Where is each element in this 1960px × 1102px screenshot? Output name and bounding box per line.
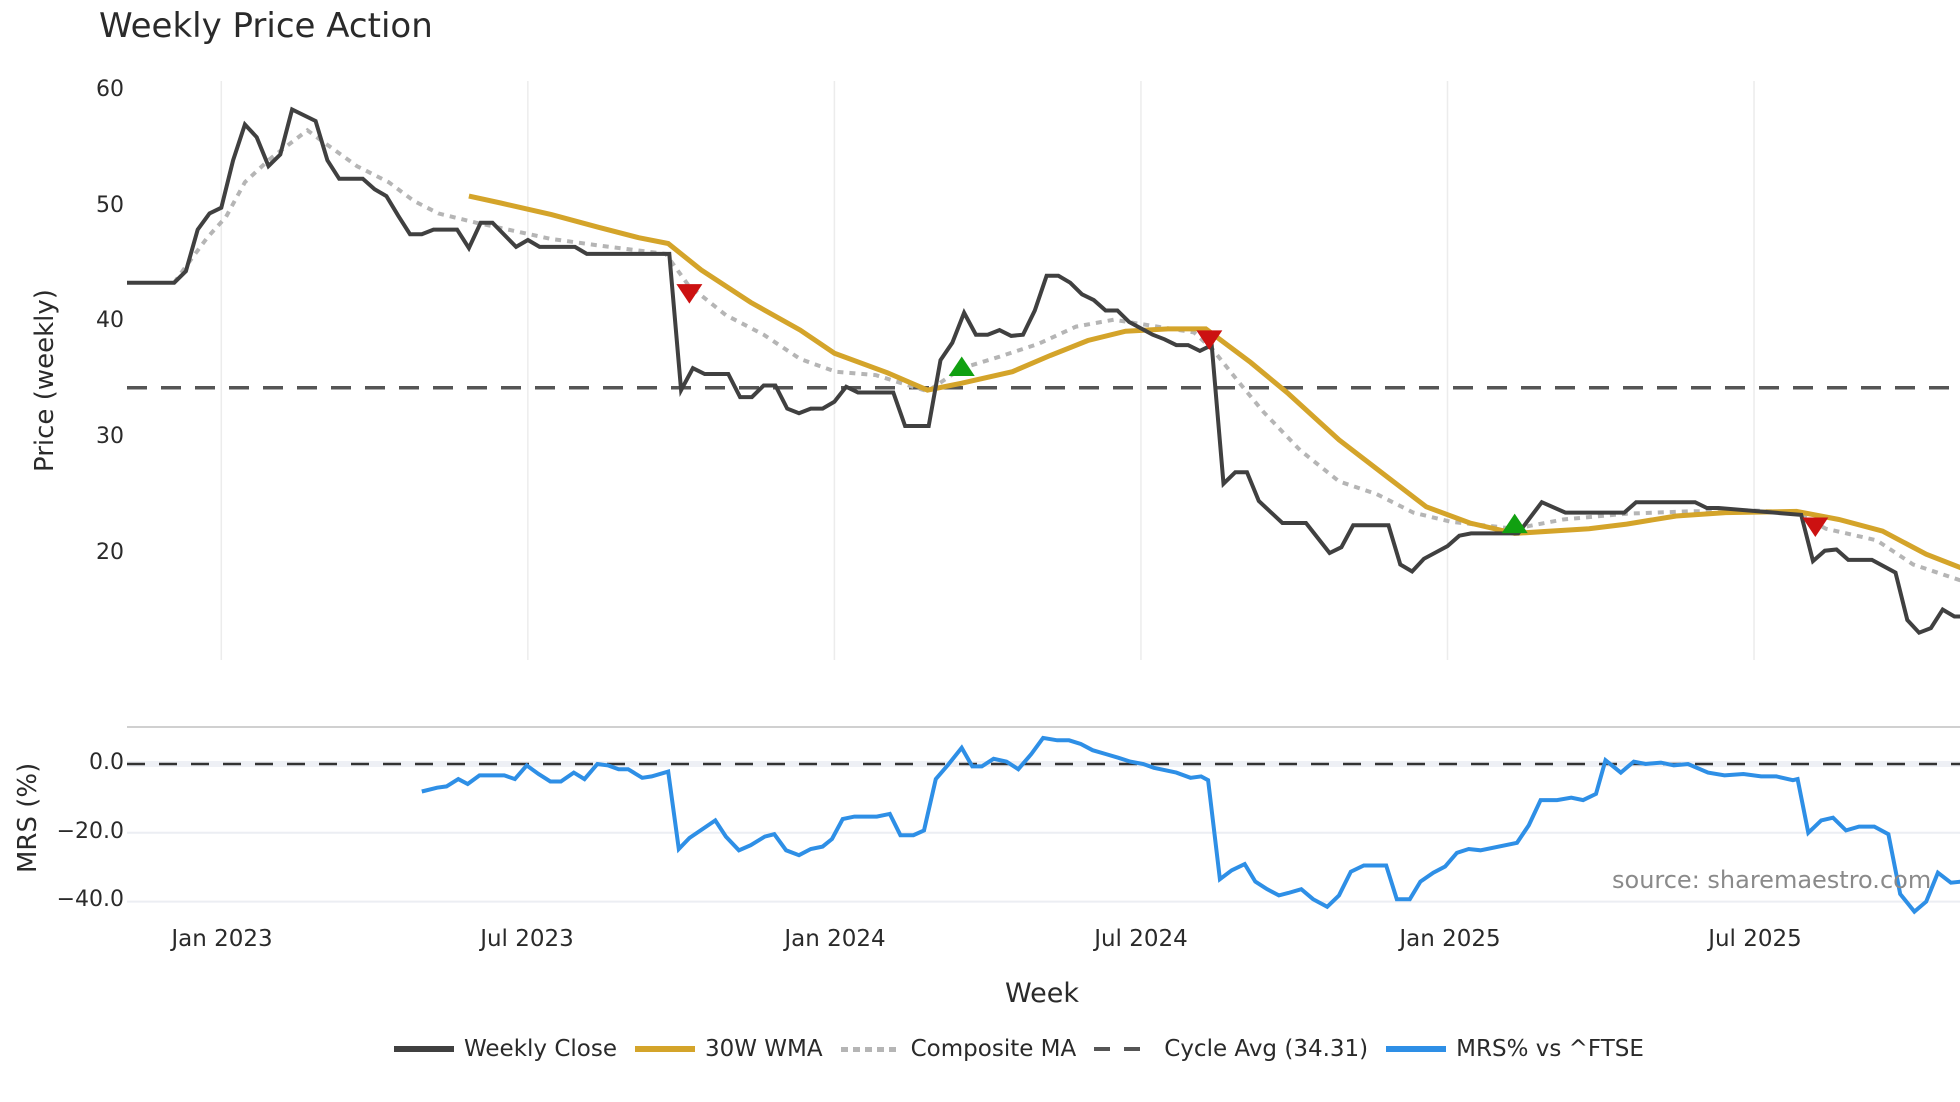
wma-swatch-icon <box>634 1046 695 1052</box>
price-ytick-40: 40 <box>96 308 124 333</box>
legend: Weekly Close 30W WMA Composite MA Cycle … <box>394 1036 1662 1062</box>
composite-ma-swatch-icon <box>840 1046 901 1052</box>
xtick-jan-2024: Jan 2024 <box>784 926 886 952</box>
mrs-swatch-icon <box>1386 1046 1447 1052</box>
30w-wma-line <box>468 193 1960 571</box>
price-ytick-60: 60 <box>96 77 124 102</box>
price-ytick-50: 50 <box>96 193 124 218</box>
legend-label: 30W WMA <box>704 1036 823 1062</box>
price-axis-label: Price (weekly) <box>30 289 60 472</box>
cycle-avg-swatch-icon <box>1094 1047 1155 1051</box>
mrs-ytick-neg20: −20.0 <box>56 819 124 844</box>
legend-item-cycle-avg[interactable]: Cycle Avg (34.31) <box>1094 1036 1368 1062</box>
legend-item-30w-wma[interactable]: 30W WMA <box>634 1036 823 1062</box>
xtick-jul-2025: Jul 2025 <box>1708 926 1802 952</box>
mrs-line <box>421 735 1960 915</box>
weekly-close-line <box>127 106 1960 636</box>
xtick-jan-2025: Jan 2025 <box>1399 926 1501 952</box>
legend-label: Cycle Avg (34.31) <box>1164 1036 1369 1062</box>
sell-signal-marker-icon <box>676 284 703 304</box>
source-annotation: source: sharemaestro.com <box>1612 866 1932 894</box>
legend-item-weekly-close[interactable]: Weekly Close <box>394 1036 617 1062</box>
x-axis-label: Week <box>1005 978 1079 1009</box>
legend-item-mrs[interactable]: MRS% vs ^FTSE <box>1386 1036 1644 1062</box>
weekly-close-swatch-icon <box>394 1046 454 1052</box>
legend-item-composite-ma[interactable]: Composite MA <box>840 1036 1077 1062</box>
legend-label: MRS% vs ^FTSE <box>1456 1036 1644 1062</box>
price-ytick-30: 30 <box>96 424 124 449</box>
buy-signal-marker-icon <box>1501 513 1528 534</box>
xtick-jan-2023: Jan 2023 <box>171 926 273 952</box>
price-ytick-20: 20 <box>96 540 124 565</box>
mrs-ytick-neg40: −40.0 <box>56 887 124 912</box>
mrs-axis-label: MRS (%) <box>13 762 43 873</box>
legend-label: Composite MA <box>910 1036 1077 1062</box>
chart-title: Weekly Price Action <box>99 6 433 46</box>
buy-signal-marker-icon <box>948 356 975 376</box>
mrs-ytick-0: 0.0 <box>89 750 124 775</box>
sell-signal-marker-icon <box>1196 330 1223 350</box>
sell-signal-marker-icon <box>1802 517 1829 537</box>
xtick-jul-2023: Jul 2023 <box>480 926 574 952</box>
xtick-jul-2024: Jul 2024 <box>1094 926 1188 952</box>
legend-label: Weekly Close <box>464 1036 617 1062</box>
